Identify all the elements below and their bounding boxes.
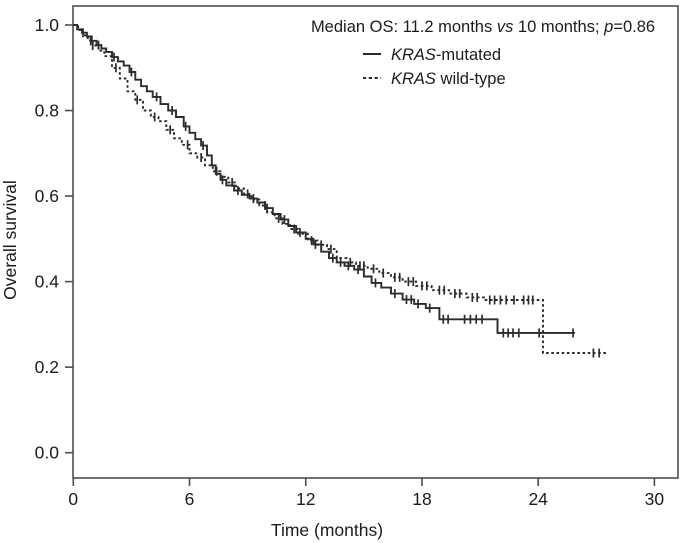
y-tick-label: 0.2 (35, 357, 59, 377)
x-axis-ticks: 0 6 12 18 24 30 (68, 478, 664, 509)
x-tick-label: 0 (68, 489, 78, 509)
x-tick-label: 6 (185, 489, 195, 509)
legend-label: KRAS wild-type (391, 70, 506, 88)
x-tick-label: 24 (528, 489, 548, 509)
legend-label: KRAS-mutated (391, 46, 501, 64)
legend-title: Median OS: 11.2 months vs 10 months; p=0… (311, 18, 655, 36)
x-axis-title: Time (months) (271, 520, 383, 540)
y-axis-ticks: 0.0 0.2 0.4 0.6 0.8 1.0 (35, 15, 73, 463)
y-tick-label: 1.0 (35, 15, 60, 35)
x-tick-label: 12 (296, 489, 315, 509)
y-axis-title: Overall survival (0, 180, 20, 300)
y-tick-label: 0.0 (35, 443, 60, 463)
y-tick-label: 0.4 (35, 272, 60, 292)
x-tick-label: 30 (645, 489, 665, 509)
y-tick-label: 0.8 (35, 101, 59, 121)
x-tick-label: 18 (412, 489, 431, 509)
y-tick-label: 0.6 (35, 186, 59, 206)
legend: Median OS: 11.2 months vs 10 months; p=0… (311, 18, 655, 88)
plot-box-border (72, 5, 679, 479)
curve-kras-mutated (73, 24, 575, 334)
survival-curves (73, 24, 608, 358)
